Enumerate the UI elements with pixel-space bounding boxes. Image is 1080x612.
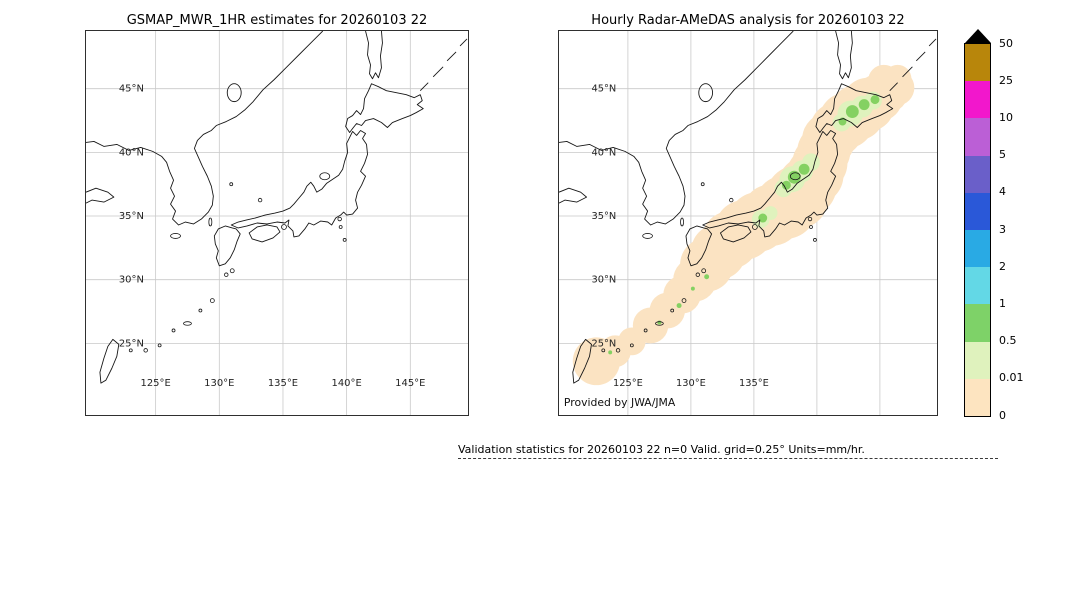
colorbar-segment [965,44,990,82]
colorbar-tick-label: 0.01 [999,371,1024,384]
left-map: 45°N 40°N 35°N 30°N 25°N 125°E 130°E 135… [86,31,468,415]
colorbar-segment [965,378,990,416]
colorbar-tick-label: 5 [999,148,1006,161]
colorbar-tick-label: 3 [999,223,1006,236]
lat-tick-label: 35°N [591,211,616,222]
precip-moderate-layer [608,95,880,355]
colorbar-tick-label: 0.5 [999,334,1017,347]
colorbar-segment [965,229,990,268]
right-panel-title: Hourly Radar-AMeDAS analysis for 2026010… [591,13,905,28]
lat-tick-label: 25°N [591,338,616,349]
colorbar-segment [965,341,990,379]
colorbar-segment [965,155,990,193]
caption-text: Validation statistics for 20260103 22 n=… [458,443,865,456]
caption-divider [458,458,998,459]
lon-tick-label: 130°E [204,378,234,389]
lon-tick-label: 125°E [613,378,643,389]
colorbar-segment [965,192,990,230]
lat-tick-label: 30°N [119,275,144,286]
colorbar-tick-label: 4 [999,185,1006,198]
colorbar-segment [965,81,990,119]
colorbar-segment [965,304,990,342]
left-map-tick-labels: 45°N 40°N 35°N 30°N 25°N 125°E 130°E 135… [119,84,426,389]
right-map: 45°N 40°N 35°N 30°N 25°N 125°E 130°E 135… [559,31,937,415]
right-map-tick-labels: 45°N 40°N 35°N 30°N 25°N 125°E 130°E 135… [591,84,768,390]
lon-tick-label: 135°E [268,378,298,389]
lon-tick-label: 145°E [395,378,425,389]
colorbar-tick-label: 25 [999,74,1013,87]
left-map-panel: 45°N 40°N 35°N 30°N 25°N 125°E 130°E 135… [85,30,469,416]
colorbar-scale [964,43,991,417]
lon-tick-label: 135°E [739,378,769,389]
lat-tick-label: 45°N [591,84,616,95]
lat-tick-label: 35°N [119,211,144,222]
colorbar-extend-triangle [964,29,991,43]
colorbar-tick-label: 0 [999,409,1006,422]
lon-tick-label: 130°E [676,378,706,389]
colorbar-tick-label: 1 [999,297,1006,310]
lat-tick-label: 30°N [591,275,616,286]
colorbar [964,29,991,417]
colorbar-tick-label: 50 [999,37,1013,50]
provider-credit: Provided by JWA/JMA [564,396,676,409]
lat-tick-label: 45°N [119,84,144,95]
right-map-panel: 45°N 40°N 35°N 30°N 25°N 125°E 130°E 135… [558,30,938,416]
lon-tick-label: 125°E [141,378,171,389]
lon-tick-label: 140°E [332,378,362,389]
colorbar-tick-label: 2 [999,260,1006,273]
lat-tick-label: 40°N [119,147,144,158]
colorbar-segment [965,118,990,156]
colorbar-segment [965,267,990,305]
lat-tick-label: 25°N [119,338,144,349]
colorbar-tick-label: 10 [999,111,1013,124]
lat-tick-label: 40°N [591,147,616,158]
left-panel-title: GSMAP_MWR_1HR estimates for 20260103 22 [126,13,428,28]
